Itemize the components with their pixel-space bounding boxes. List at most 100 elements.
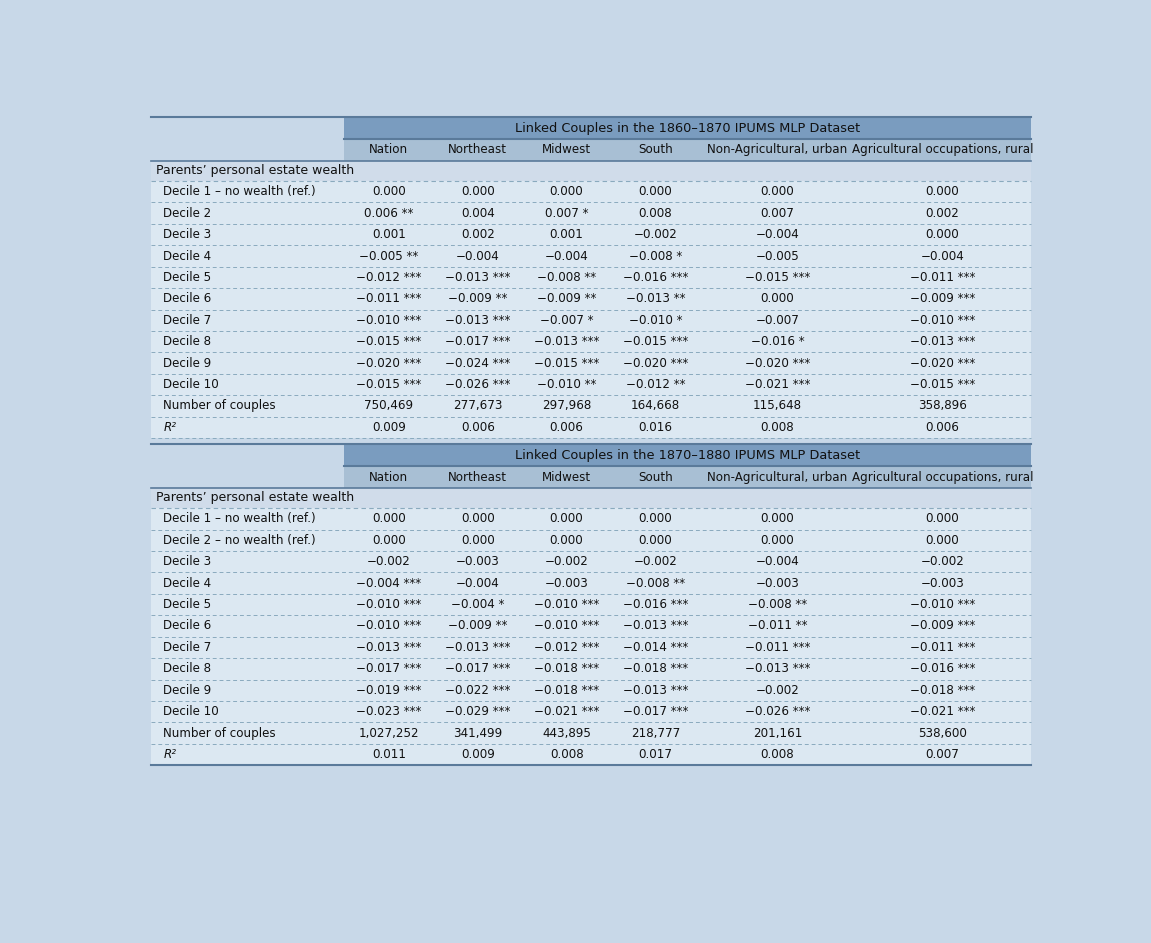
Text: −0.012 ***: −0.012 *** [534, 641, 600, 653]
Text: −0.020 ***: −0.020 *** [356, 356, 421, 370]
Text: 0.017: 0.017 [639, 748, 672, 761]
Text: −0.005: −0.005 [755, 250, 799, 262]
Text: 750,469: 750,469 [364, 400, 413, 412]
Bar [151, 744, 1030, 765]
Text: 0.000: 0.000 [550, 534, 584, 547]
Text: Decile 3: Decile 3 [163, 555, 212, 569]
Text: 0.002: 0.002 [925, 207, 960, 220]
Text: −0.004: −0.004 [456, 250, 500, 262]
Text: −0.020 ***: −0.020 *** [623, 356, 688, 370]
Text: −0.016 *: −0.016 * [750, 335, 805, 348]
Bar [151, 181, 1030, 203]
Text: 341,499: 341,499 [453, 726, 502, 739]
Text: −0.018 ***: −0.018 *** [623, 662, 688, 675]
Text: 0.000: 0.000 [639, 185, 672, 198]
Text: −0.010 **: −0.010 ** [536, 378, 596, 391]
Text: 0.006: 0.006 [925, 421, 960, 434]
Text: 0.000: 0.000 [761, 292, 794, 306]
Text: −0.029 ***: −0.029 *** [445, 705, 510, 719]
Text: Northeast: Northeast [448, 143, 508, 157]
Text: −0.009 ***: −0.009 *** [910, 292, 975, 306]
Bar [151, 637, 1030, 658]
Bar [344, 444, 1030, 467]
Text: −0.021 ***: −0.021 *** [534, 705, 600, 719]
Text: Parents’ personal estate wealth: Parents’ personal estate wealth [157, 164, 355, 177]
Text: 201,161: 201,161 [753, 726, 802, 739]
Text: −0.013 ***: −0.013 *** [745, 662, 810, 675]
Bar [151, 722, 1030, 744]
Bar [151, 594, 1030, 615]
Text: Decile 4: Decile 4 [163, 250, 212, 262]
Text: 0.007: 0.007 [761, 207, 794, 220]
Text: −0.002: −0.002 [755, 684, 799, 697]
Text: −0.013 ***: −0.013 *** [534, 335, 600, 348]
Text: 297,968: 297,968 [542, 400, 592, 412]
Text: −0.011 ***: −0.011 *** [910, 641, 975, 653]
Text: Agricultural occupations, rural: Agricultural occupations, rural [852, 143, 1034, 157]
Bar [151, 701, 1030, 722]
Text: −0.010 ***: −0.010 *** [910, 598, 975, 611]
Text: −0.004: −0.004 [755, 555, 799, 569]
Text: −0.009 ***: −0.009 *** [910, 620, 975, 633]
Bar [151, 289, 1030, 309]
Text: 0.002: 0.002 [460, 228, 495, 241]
Text: −0.002: −0.002 [633, 228, 678, 241]
Text: −0.008 **: −0.008 ** [538, 271, 596, 284]
Text: Parents’ personal estate wealth: Parents’ personal estate wealth [157, 491, 355, 505]
Text: Decile 1 – no wealth (ref.): Decile 1 – no wealth (ref.) [163, 185, 317, 198]
Text: Midwest: Midwest [542, 143, 592, 157]
Text: −0.013 ***: −0.013 *** [445, 641, 510, 653]
Text: −0.022 ***: −0.022 *** [445, 684, 510, 697]
Text: −0.013 ***: −0.013 *** [623, 684, 688, 697]
Text: −0.002: −0.002 [544, 555, 588, 569]
Bar [151, 680, 1030, 701]
Text: 0.011: 0.011 [372, 748, 406, 761]
Text: 0.008: 0.008 [761, 748, 794, 761]
Text: −0.003: −0.003 [456, 555, 500, 569]
Text: Decile 10: Decile 10 [163, 705, 219, 719]
Text: Decile 6: Decile 6 [163, 292, 212, 306]
Text: −0.020 ***: −0.020 *** [745, 356, 810, 370]
Text: −0.002: −0.002 [367, 555, 411, 569]
Text: −0.011 **: −0.011 ** [747, 620, 807, 633]
Text: −0.004: −0.004 [921, 250, 965, 262]
Text: −0.015 ***: −0.015 *** [623, 335, 688, 348]
Bar [151, 488, 1030, 508]
Text: 0.008: 0.008 [761, 421, 794, 434]
Bar [151, 551, 1030, 572]
Text: Decile 9: Decile 9 [163, 356, 212, 370]
Text: Decile 7: Decile 7 [163, 314, 212, 327]
Text: 0.000: 0.000 [460, 534, 495, 547]
Text: −0.003: −0.003 [544, 576, 588, 589]
Text: −0.024 ***: −0.024 *** [445, 356, 510, 370]
Text: 0.001: 0.001 [372, 228, 405, 241]
Text: −0.011 ***: −0.011 *** [745, 641, 810, 653]
Text: −0.015 ***: −0.015 *** [745, 271, 810, 284]
Text: Decile 10: Decile 10 [163, 378, 219, 391]
Text: Decile 8: Decile 8 [163, 335, 212, 348]
Text: Agricultural occupations, rural: Agricultural occupations, rural [852, 471, 1034, 484]
Text: 218,777: 218,777 [631, 726, 680, 739]
Text: 0.008: 0.008 [639, 207, 672, 220]
Text: 0.000: 0.000 [925, 512, 960, 525]
Text: 0.000: 0.000 [761, 512, 794, 525]
Text: Nation: Nation [369, 471, 409, 484]
Text: −0.016 ***: −0.016 *** [910, 662, 975, 675]
Text: Midwest: Midwest [542, 471, 592, 484]
Text: −0.023 ***: −0.023 *** [356, 705, 421, 719]
Text: −0.002: −0.002 [633, 555, 678, 569]
Text: 0.000: 0.000 [761, 534, 794, 547]
Text: 277,673: 277,673 [453, 400, 503, 412]
Text: −0.013 ***: −0.013 *** [910, 335, 975, 348]
Bar [151, 309, 1030, 331]
Text: 0.000: 0.000 [372, 185, 405, 198]
Text: −0.017 ***: −0.017 *** [445, 335, 510, 348]
Text: South: South [638, 471, 673, 484]
Text: 0.000: 0.000 [550, 185, 584, 198]
Text: −0.020 ***: −0.020 *** [910, 356, 975, 370]
Text: 0.000: 0.000 [925, 534, 960, 547]
Text: 0.000: 0.000 [925, 185, 960, 198]
Bar [151, 223, 1030, 245]
Text: 0.007 *: 0.007 * [544, 207, 588, 220]
Text: Decile 3: Decile 3 [163, 228, 212, 241]
